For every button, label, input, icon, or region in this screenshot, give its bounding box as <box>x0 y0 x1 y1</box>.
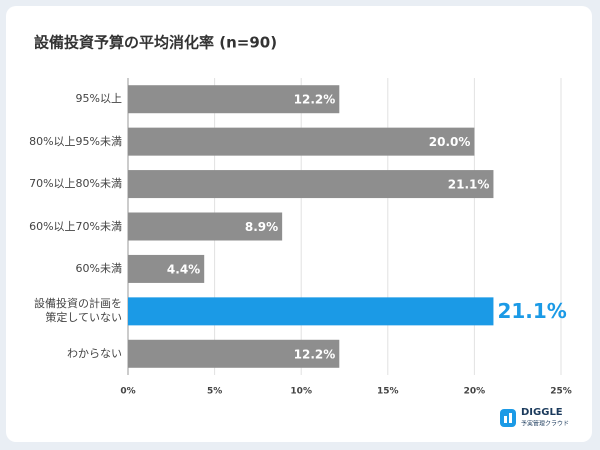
y-tick-label: 95%以上 <box>75 92 122 106</box>
y-tick-label: 70%以上80%未満 <box>29 177 122 191</box>
value-label: 12.2% <box>294 347 336 361</box>
y-tick-label: わからない <box>67 346 122 360</box>
logo-icon <box>500 409 516 427</box>
y-tick-label: 60%未満 <box>75 261 122 275</box>
x-tick-label: 15% <box>377 387 399 397</box>
bar <box>128 339 340 368</box>
chart-title: 設備投資予算の平均消化率 (n=90) <box>34 34 277 52</box>
x-tick-label: 20% <box>464 387 486 397</box>
x-tick-label: 5% <box>207 387 222 397</box>
x-tick-label: 10% <box>290 387 312 397</box>
y-tick-label: 80%以上95%未満 <box>29 134 122 148</box>
value-label: 12.2% <box>294 93 336 107</box>
bar <box>128 212 283 241</box>
value-label: 20.0% <box>429 135 471 149</box>
x-tick-label: 0% <box>120 387 135 397</box>
value-label: 21.1% <box>497 299 566 323</box>
bar <box>128 170 494 199</box>
bar <box>128 297 494 326</box>
value-label: 4.4% <box>167 262 200 276</box>
x-tick-label: 25% <box>550 387 572 397</box>
bar <box>128 85 340 114</box>
y-tick-label: 設備投資の計画を 策定していない <box>34 297 122 325</box>
logo-name: DIGGLE <box>521 407 563 418</box>
value-label: 8.9% <box>245 220 278 234</box>
logo-tagline: 予実管理クラウド <box>521 420 569 428</box>
value-label: 21.1% <box>448 178 490 192</box>
y-tick-label: 60%以上70%未満 <box>29 219 122 233</box>
card <box>6 6 592 442</box>
bar <box>128 127 475 156</box>
bar <box>128 254 205 283</box>
